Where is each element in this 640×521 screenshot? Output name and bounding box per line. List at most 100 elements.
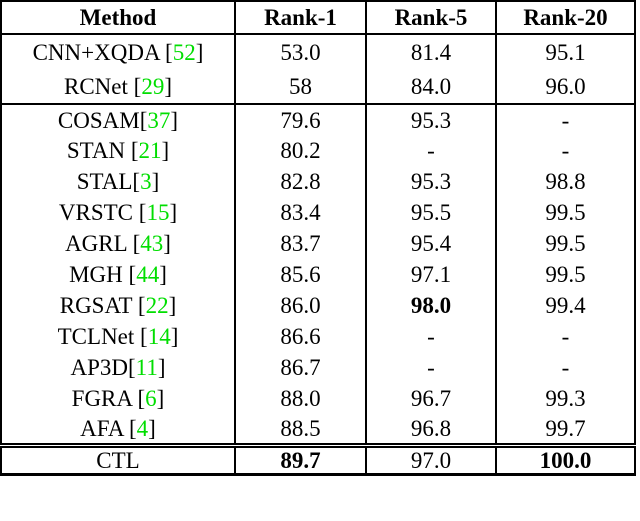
rank5-cell: 95.4 <box>366 228 497 259</box>
rank1-cell: 80.2 <box>235 135 367 166</box>
rank1-cell: 86.7 <box>235 352 367 383</box>
table-row: CTL 89.7 97.0 100.0 <box>1 445 635 474</box>
table-row: RCNet [29] 58 84.0 96.0 <box>1 69 635 105</box>
bracket-open: [ <box>133 73 142 99</box>
citation-number: 52 <box>172 39 196 65</box>
table-row: STAN [21] 80.2 - - <box>1 135 635 166</box>
table-row: AGRL [43] 83.7 95.4 99.5 <box>1 228 635 259</box>
rank5-cell: - <box>366 352 497 383</box>
rank20-cell: 95.1 <box>545 39 586 65</box>
rank5-cell: 95.3 <box>366 104 497 135</box>
citation-number: 6 <box>145 386 157 411</box>
bracket-close: ] <box>163 231 171 256</box>
method-name: RCNet <box>64 73 134 99</box>
method-cell: TCLNet [14] <box>1 321 236 352</box>
bracket-close: ] <box>156 386 165 411</box>
method-name: RGSAT <box>59 293 138 318</box>
column-header-rank20: Rank-20 <box>496 1 635 35</box>
rank20-cell: 100.0 <box>539 447 592 473</box>
method-name: STAL <box>76 169 133 194</box>
method-cell: STAL[3] <box>1 166 236 197</box>
method-name: AGRL <box>65 231 133 256</box>
method-name: CNN+XQDA <box>32 39 166 65</box>
bracket-open: [ <box>165 39 173 65</box>
rank1-cell: 86.0 <box>235 290 367 321</box>
rank5-cell: 95.5 <box>366 197 497 228</box>
bracket-open: [ <box>137 386 146 411</box>
method-cell: AFA [4] <box>1 414 236 448</box>
rank20-cell: - <box>561 355 570 380</box>
table-row: RGSAT [22] 86.0 98.0 99.4 <box>1 290 635 321</box>
citation-number: 22 <box>145 293 169 318</box>
citation-number: 29 <box>141 73 165 99</box>
rank5-cell: - <box>366 321 497 352</box>
bracket-open: [ <box>140 324 148 349</box>
rank5-cell: 95.3 <box>366 166 497 197</box>
citation-number: 3 <box>140 169 152 194</box>
citation-number: 4 <box>136 415 149 441</box>
rank20-cell: 99.7 <box>496 414 635 448</box>
rank20-cell: 99.5 <box>545 200 586 225</box>
method-cell: FGRA [6] <box>1 383 236 414</box>
rank1-cell: 88.0 <box>235 383 367 414</box>
bracket-open: [ <box>137 293 146 318</box>
method-cell: VRSTC [15] <box>1 197 236 228</box>
rank20-cell: - <box>561 324 570 349</box>
citation-number: 43 <box>140 231 164 256</box>
method-name: FGRA <box>71 386 138 411</box>
bracket-open: [ <box>130 138 139 163</box>
table-row: VRSTC [15] 83.4 95.5 99.5 <box>1 197 635 228</box>
column-header-rank5: Rank-5 <box>366 1 497 35</box>
rank1-cell: 86.6 <box>235 321 367 352</box>
bracket-close: ] <box>170 107 179 133</box>
citation-number: 37 <box>147 107 171 133</box>
table-row: STAL[3] 82.8 95.3 98.8 <box>1 166 635 197</box>
rank1-cell: 83.7 <box>235 228 367 259</box>
rank20-cell: 99.5 <box>545 231 586 256</box>
bracket-close: ] <box>164 73 172 99</box>
rank1-cell: 89.7 <box>235 445 367 474</box>
citation-number: 21 <box>138 138 162 163</box>
method-name: AFA <box>80 415 129 441</box>
bracket-open: [ <box>128 415 137 441</box>
method-name: COSAM <box>57 107 140 133</box>
rank1-cell: 79.6 <box>235 104 367 135</box>
table-row: MGH [44] 85.6 97.1 99.5 <box>1 259 635 290</box>
rank5-cell: 97.0 <box>366 445 497 474</box>
rank1-cell: 85.6 <box>235 259 367 290</box>
rank5-cell: 96.8 <box>366 414 497 448</box>
rank20-cell: 96.0 <box>496 69 635 105</box>
column-header-rank1: Rank-1 <box>235 1 367 35</box>
rank20-cell: 99.3 <box>545 386 586 411</box>
method-cell: RCNet [29] <box>1 69 236 105</box>
rank1-cell: 58 <box>235 69 367 105</box>
header-row: Method Rank-1 Rank-5 Rank-20 <box>1 1 635 35</box>
method-cell: MGH [44] <box>1 259 236 290</box>
bracket-close: ] <box>195 39 204 65</box>
bracket-open: [ <box>132 169 141 194</box>
method-name: TCLNet <box>57 324 141 349</box>
bracket-open: [ <box>128 262 137 287</box>
method-cell: AGRL [43] <box>1 228 236 259</box>
rank20-cell: 99.4 <box>545 293 586 318</box>
rank20-cell: 98.8 <box>545 169 586 194</box>
rank5-cell: - <box>366 135 497 166</box>
bracket-open: [ <box>138 200 147 225</box>
table-row: AFA [4] 88.5 96.8 99.7 <box>1 414 635 448</box>
rank5-cell: 98.0 <box>366 290 497 321</box>
rank20-cell: 99.5 <box>545 262 586 287</box>
rank1-cell: 88.5 <box>235 414 367 448</box>
bracket-close: ] <box>161 138 170 163</box>
rank20-cell: - <box>561 107 570 133</box>
table-row: TCLNet [14] 86.6 - - <box>1 321 635 352</box>
method-name: AP3D <box>70 355 128 380</box>
bracket-close: ] <box>168 293 177 318</box>
column-header-method: Method <box>1 1 236 35</box>
method-cell: RGSAT [22] <box>1 290 236 321</box>
bracket-open: [ <box>128 355 136 380</box>
rank5-cell: 84.0 <box>366 69 497 105</box>
method-cell: COSAM[37] <box>1 104 236 135</box>
rank5-cell: 96.7 <box>366 383 497 414</box>
method-name: VRSTC <box>58 200 139 225</box>
results-table: Method Rank-1 Rank-5 Rank-20 CNN+XQDA [5… <box>0 0 636 476</box>
